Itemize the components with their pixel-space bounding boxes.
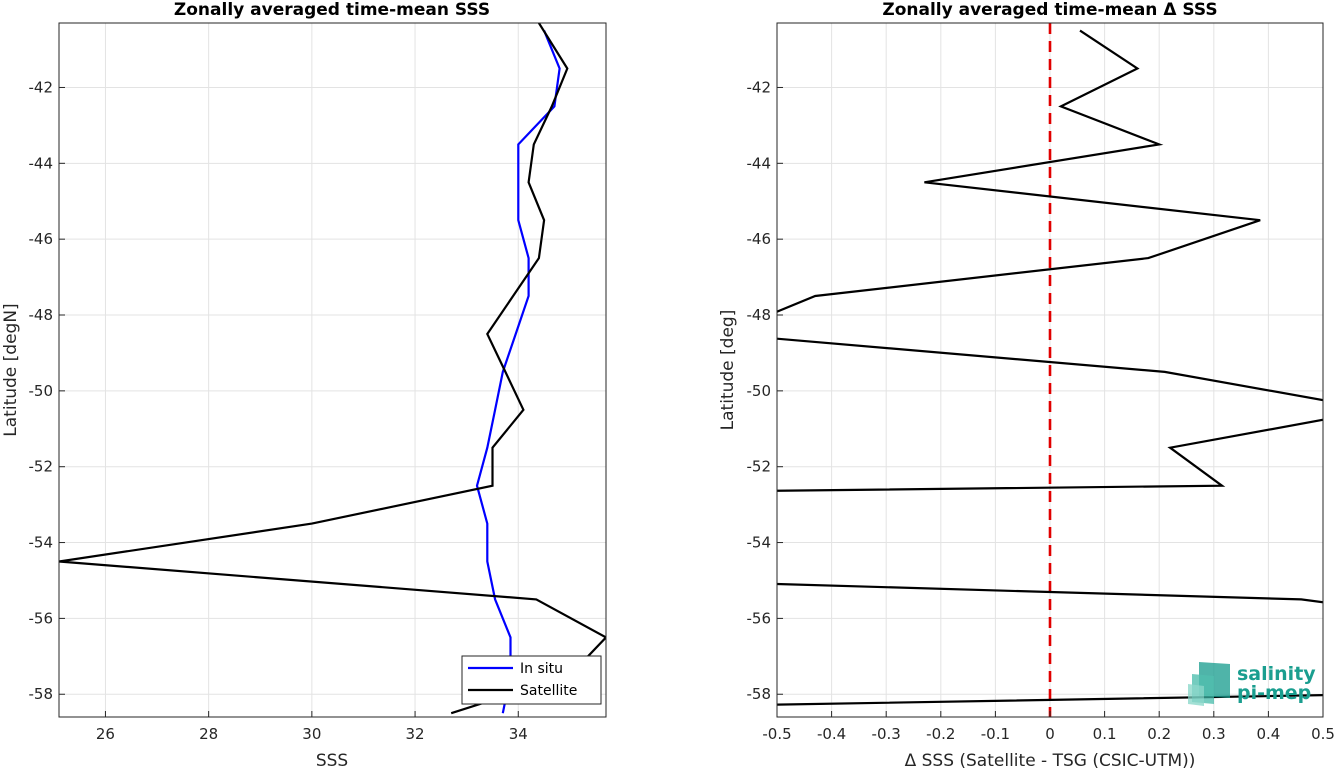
series-line-satellite [59, 23, 606, 715]
logo-text-line1: salinity [1237, 663, 1316, 685]
x-tick-label: -0.3 [872, 725, 901, 743]
x-tick-label: 28 [199, 725, 218, 743]
x-tick-label: -0.4 [817, 725, 846, 743]
x-axis-label: SSS [316, 751, 348, 769]
y-tick-label: -42 [747, 78, 772, 96]
chart-title: Zonally averaged time-mean SSS [174, 0, 490, 20]
y-tick-label: -44 [29, 154, 54, 172]
x-tick-label: 0.5 [1311, 725, 1335, 743]
x-tick-label: 30 [302, 725, 321, 743]
y-tick-label: -52 [747, 458, 772, 476]
y-tick-label: -56 [29, 609, 54, 627]
y-tick-label: -52 [29, 458, 54, 476]
y-axis-label: Latitude [degN] [1, 303, 21, 436]
y-tick-label: -56 [747, 609, 772, 627]
y-tick-label: -48 [29, 306, 54, 324]
salinity-pi-mep-logo: salinity pi-mep [1188, 662, 1316, 706]
right-panel-delta-sss: -0.5 -0.4 -0.3 -0.2 -0.1 0 0.1 0.2 0.3 0.4 0.5 -42… [718, 0, 1335, 769]
x-tick-label: 0 [1045, 725, 1055, 743]
y-tick-labels: -42 -44 -46 -48 -50 -52 -54 -56 -58 [747, 78, 783, 703]
legend-box [461, 655, 602, 705]
y-tick-label: -58 [747, 685, 772, 703]
y-tick-label: -50 [747, 382, 772, 400]
x-tick-labels: -0.5 -0.4 -0.3 -0.2 -0.1 0 0.1 0.2 0.3 0.4 0.5 [762, 711, 1335, 743]
y-tick-label: -58 [29, 685, 54, 703]
y-tick-label: -44 [747, 154, 772, 172]
x-axis-label: Δ SSS (Satellite - TSG (CSIC-UTM)) [905, 751, 1196, 769]
x-tick-label: 0.2 [1147, 725, 1171, 743]
series-line-delta [777, 29, 1323, 706]
y-tick-label: -46 [29, 230, 54, 248]
x-tick-labels: 26 28 30 32 34 [96, 711, 528, 743]
legend-label-satellite: Satellite [520, 683, 577, 699]
left-panel-sss: 26 28 30 32 34 -42 -44 -46 -48 -50 -52 -54 -56 -58 Z… [1, 0, 607, 769]
legend-label-in-situ: In situ [520, 661, 563, 677]
series-group [777, 29, 1323, 706]
y-tick-label: -50 [29, 382, 54, 400]
logo-mark-icon [1188, 662, 1230, 706]
x-tick-label: 26 [96, 725, 115, 743]
y-tick-label: -54 [747, 534, 772, 552]
x-tick-label: 32 [406, 725, 425, 743]
y-tick-label: -54 [29, 534, 54, 552]
x-tick-label: 0.4 [1256, 725, 1280, 743]
series-group [59, 23, 606, 715]
y-tick-label: -46 [747, 230, 772, 248]
legend: In situ Satellite [461, 655, 602, 705]
chart-title: Zonally averaged time-mean Δ SSS [882, 0, 1217, 20]
x-tick-label: -0.2 [926, 725, 955, 743]
y-tick-label: -48 [747, 306, 772, 324]
x-tick-label: -0.1 [981, 725, 1010, 743]
x-tick-label: 0.1 [1093, 725, 1117, 743]
logo-text-line2: pi-mep [1237, 682, 1311, 704]
y-tick-label: -42 [29, 78, 54, 96]
y-tick-labels: -42 -44 -46 -48 -50 -52 -54 -56 -58 [29, 78, 65, 703]
axes-box [58, 22, 607, 718]
x-tick-label: -0.5 [762, 725, 791, 743]
y-axis-label: Latitude [deg] [718, 310, 738, 431]
x-tick-label: 34 [509, 725, 528, 743]
series-line-in-situ [475, 30, 561, 714]
plot-area [59, 23, 606, 717]
x-tick-label: 0.3 [1202, 725, 1226, 743]
